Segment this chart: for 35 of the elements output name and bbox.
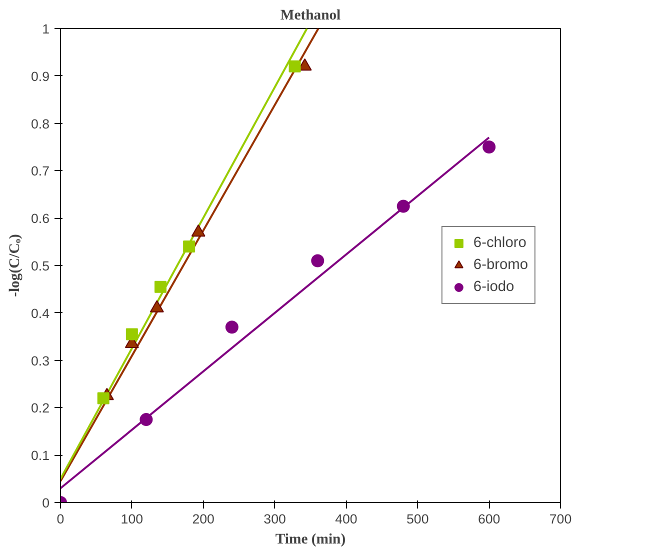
- x-tick-label: 0: [56, 512, 64, 526]
- y-axis-title: -log(C/Cₒ): [6, 234, 23, 297]
- y-tick-label: 0.8: [30, 116, 50, 132]
- x-tick-label: 300: [264, 512, 286, 526]
- x-tick-label: 500: [406, 512, 429, 526]
- point: [311, 254, 324, 268]
- y-tick-label: 1: [42, 22, 50, 36]
- point: [288, 60, 301, 72]
- y-tick-label: 0.9: [30, 68, 50, 84]
- legend-label: 6-bromo: [473, 257, 528, 273]
- y-tick-label: 0.4: [30, 306, 50, 321]
- y-tick-label: 0.1: [30, 448, 50, 464]
- point: [140, 413, 153, 426]
- x-tick-label: 700: [549, 512, 572, 526]
- y-tick-label: 0.7: [30, 164, 50, 179]
- y-tick-label: 0.5: [30, 258, 50, 274]
- point: [225, 320, 238, 334]
- point: [97, 392, 110, 404]
- legend-label: 6-iodo: [473, 279, 514, 295]
- chart-title: Methanol: [280, 8, 341, 24]
- x-tick-label: 200: [192, 512, 214, 526]
- point: [126, 328, 138, 340]
- y-tick-label: 0.2: [30, 400, 50, 416]
- x-tick-label: 600: [478, 512, 500, 526]
- y-tick-label: 0.6: [30, 211, 50, 226]
- point: [154, 280, 166, 293]
- x-tick-label: 400: [335, 512, 358, 526]
- y-tick-label: 0: [42, 496, 50, 510]
- point: [396, 200, 410, 213]
- x-tick-label: 100: [120, 512, 144, 526]
- point: [183, 240, 196, 253]
- x-axis-title: Time (min): [275, 532, 346, 548]
- legend-label: 6-chloro: [473, 235, 526, 251]
- y-tick-label: 0.3: [30, 353, 50, 368]
- point: [482, 140, 496, 154]
